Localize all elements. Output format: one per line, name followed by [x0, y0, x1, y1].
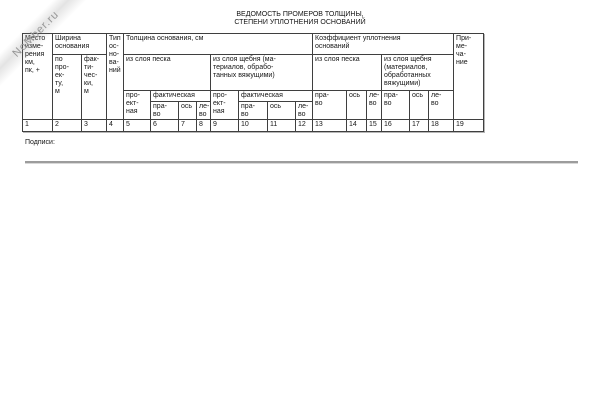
- header-gravel-design: про- ект- ная: [210, 90, 240, 120]
- header-width-group: Ширина основания: [51, 33, 108, 55]
- column-number: 4: [106, 119, 125, 132]
- header-compaction-gravel-left: ле- во: [428, 90, 455, 120]
- column-number: 12: [295, 119, 314, 132]
- header-width-design: по про- ек- ту, м: [52, 54, 82, 120]
- header-thickness-gravel-group: из слоя щебня (ма- териалов, обрабо- тан…: [210, 54, 314, 91]
- measurements-table: Место изме- рения км, пк, + Ширина основ…: [22, 33, 485, 132]
- column-number: 14: [346, 119, 368, 132]
- header-gravel-actual-group: фактическая: [238, 90, 314, 102]
- column-number: 16: [381, 119, 411, 132]
- header-gravel-left: ле- во: [295, 101, 314, 120]
- header-sand-design: про- ект- ная: [123, 90, 152, 120]
- column-number: 10: [238, 119, 269, 132]
- column-number: 8: [196, 119, 212, 132]
- header-type: Тип ос- но- ва- ний: [106, 33, 125, 120]
- column-number: 9: [210, 119, 240, 132]
- header-compaction-gravel-group: из слоя щебня (материалов, обработанных …: [381, 54, 455, 91]
- page-title-line1: ВЕДОМОСТЬ ПРОМЕРОВ ТОЛЩИНЫ,: [236, 11, 364, 18]
- header-compaction-gravel-right: пра- во: [381, 90, 411, 120]
- header-compaction-sand-right: пра- во: [312, 90, 348, 120]
- header-thickness-group: Толщина основания, см: [123, 33, 314, 55]
- column-number: 1: [22, 119, 53, 132]
- header-width-actual: фак- ти- чес- ки, м: [80, 54, 108, 120]
- header-note: При- ме- ча- ние: [453, 33, 485, 120]
- header-sand-right: пра- во: [150, 101, 180, 120]
- column-number: 5: [123, 119, 152, 132]
- page-title-line2: СТЕПЕНИ УПЛОТНЕНИЯ ОСНОВАНИЙ: [234, 19, 366, 26]
- header-gravel-axis: ось: [267, 101, 297, 120]
- column-number: 3: [80, 119, 108, 132]
- column-number: 7: [178, 119, 198, 132]
- column-number: 15: [366, 119, 383, 132]
- column-number: 18: [428, 119, 455, 132]
- header-compaction-sand-axis: ось: [346, 90, 368, 120]
- column-number: 2: [52, 119, 82, 132]
- column-number: 17: [409, 119, 430, 132]
- header-compaction-sand-group: из слоя песка: [312, 54, 383, 91]
- signature-line: [25, 161, 578, 163]
- header-sand-axis: ось: [178, 101, 198, 120]
- header-place: Место изме- рения км, пк, +: [22, 33, 53, 120]
- header-compaction-sand-left: ле- во: [366, 90, 383, 120]
- column-number: 6: [150, 119, 180, 132]
- header-sand-left: ле- во: [196, 101, 212, 120]
- header-thickness-sand-group: из слоя песка: [123, 54, 212, 91]
- page-title: ВЕДОМОСТЬ ПРОМЕРОВ ТОЛЩИНЫ, СТЕПЕНИ УПЛО…: [0, 11, 600, 27]
- column-number: 11: [267, 119, 297, 132]
- header-sand-actual-group: фактическая: [150, 90, 212, 102]
- column-number: 19: [453, 119, 485, 132]
- header-compaction-group: Коэффициент уплотнения оснований: [312, 33, 455, 55]
- column-numbers-row: 1 2 3 4 5 6 7 8 9 10 11 12 13 14 15 16 1…: [22, 119, 485, 132]
- header-compaction-gravel-axis: ось: [409, 90, 430, 120]
- column-number: 13: [312, 119, 348, 132]
- signatures-label: Подписи:: [25, 139, 55, 146]
- header-gravel-right: пра- во: [238, 101, 269, 120]
